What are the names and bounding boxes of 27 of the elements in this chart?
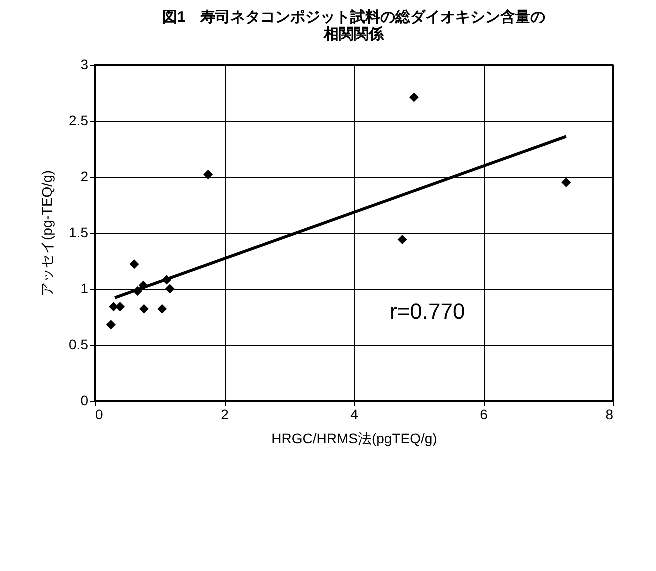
y-tick-label: 2: [80, 168, 89, 184]
point: [409, 92, 419, 102]
x-axis-title: HRGC/HRMS法(pgTEQ/g): [272, 430, 438, 446]
y-axis-title: アッセイ(pg-TEQ/g): [39, 170, 56, 297]
text: 図1 寿司ネタコンポジット試料の総ダイオキシン含量の: [162, 9, 546, 26]
x-tick-label: 2: [221, 406, 230, 422]
point: [139, 304, 149, 314]
y-tick-label: 1.5: [69, 224, 89, 240]
point: [204, 170, 214, 180]
y-tick-label: 3: [80, 56, 89, 72]
y-tick-label: 0.5: [69, 336, 89, 352]
x-tick-label: 0: [96, 406, 104, 422]
point: [165, 284, 175, 294]
y-tick-label: 0: [80, 392, 89, 408]
x-tick-label: 4: [350, 406, 359, 422]
point: [398, 234, 408, 244]
text: 相関関係: [324, 26, 384, 43]
point: [106, 320, 116, 330]
point: [562, 178, 572, 188]
x-tick-label: 8: [606, 406, 614, 422]
x-tick-label: 6: [480, 406, 488, 422]
point: [116, 302, 125, 312]
point: [158, 304, 168, 314]
y-tick-label: 2.5: [69, 112, 89, 128]
y-tick-label: 1: [80, 280, 89, 296]
point: [130, 260, 140, 270]
annotation: r=0.770: [390, 299, 466, 324]
